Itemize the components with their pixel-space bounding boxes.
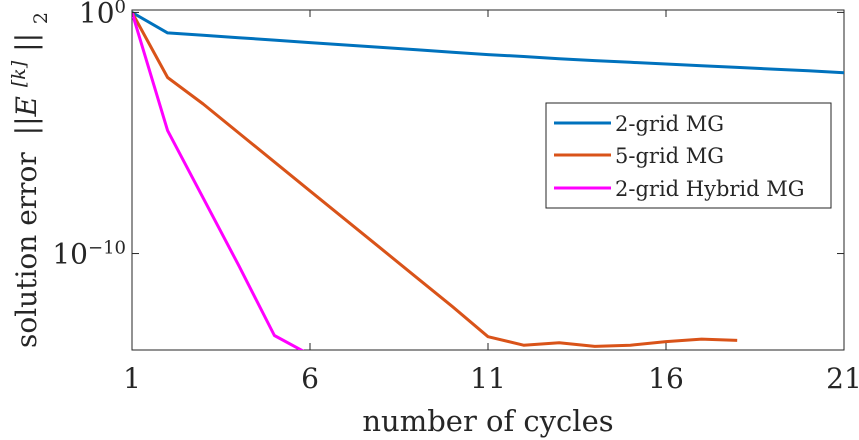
x-tick-label: 1: [123, 362, 141, 395]
y-axis-label-text: solution error: [10, 152, 43, 348]
x-tick-label: 6: [301, 362, 319, 395]
x-tick-label: 11: [470, 362, 506, 395]
y-axis-label-sup: [k]: [8, 60, 30, 87]
x-tick-label: 16: [648, 362, 684, 395]
x-axis-label: number of cycles: [362, 404, 613, 438]
y-axis-label-norm-open: ||E: [10, 96, 43, 135]
svg-text:solution error ||E: solution error ||E [k] || 2: [8, 12, 52, 348]
legend-label-2-grid-mg: 2-grid MG: [615, 112, 724, 136]
series-line-2-grid-hybrid-mg: [132, 11, 305, 350]
y-axis-label: solution error ||E [k] || 2: [8, 12, 52, 348]
y-tick-label: 100: [79, 0, 126, 29]
x-tick-label: 21: [826, 362, 859, 395]
legend-label-5-grid-mg: 5-grid MG: [615, 144, 724, 168]
legend-label-2-grid-hybrid-mg: 2-grid Hybrid MG: [615, 177, 805, 201]
legend: 2-grid MG 5-grid MG 2-grid Hybrid MG: [545, 102, 832, 209]
series-layer: [132, 11, 844, 350]
y-axis-label-sub: 2: [30, 12, 52, 24]
legend-box: [545, 102, 832, 209]
y-tick-label: 10−10: [52, 237, 126, 271]
series-line-5-grid-mg: [132, 11, 738, 348]
series-line-2-grid-mg: [132, 11, 844, 75]
y-axis-label-norm-close: ||: [10, 33, 43, 52]
